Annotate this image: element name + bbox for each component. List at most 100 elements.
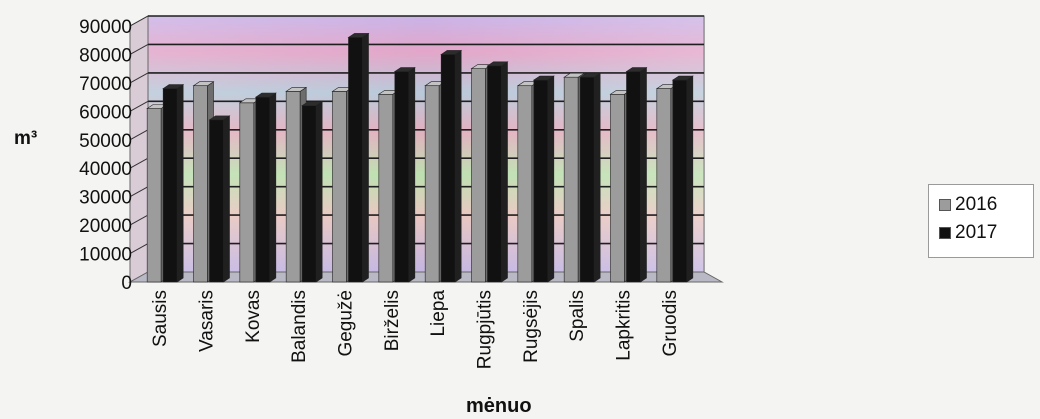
gridline-side	[129, 100, 149, 112]
x-tick-label: Vasaris	[197, 290, 218, 352]
legend-swatch-2017	[939, 227, 951, 239]
bar-2017-Balandis	[301, 101, 324, 283]
legend-item-2016: 2016	[939, 191, 1033, 219]
legend-label-2016: 2016	[955, 194, 998, 215]
bar-front	[332, 91, 347, 283]
bar-front	[563, 76, 579, 283]
bar-side	[547, 75, 555, 283]
bar-top	[208, 115, 231, 121]
bar-top	[563, 72, 586, 78]
bar-front	[239, 102, 255, 283]
bar-2017-Spalis	[579, 72, 602, 283]
bar-front	[301, 105, 317, 283]
bar-front	[348, 37, 363, 283]
x-tick-label: Gegužė	[336, 290, 357, 357]
bar-top	[254, 92, 277, 98]
bar-front	[440, 54, 456, 283]
bar-side	[176, 84, 184, 283]
bar-top	[579, 72, 602, 78]
bar-front	[579, 76, 595, 283]
bar-front	[285, 91, 301, 283]
bar-2017-Kovas	[254, 92, 277, 283]
bar-2017-Vasaris	[208, 115, 231, 283]
bar-side	[640, 66, 647, 283]
gridline-side	[129, 186, 149, 198]
x-tick-label: Gruodis	[660, 290, 681, 357]
y-tick-label: 30000	[79, 188, 132, 209]
bar-front	[424, 85, 440, 283]
bar-top	[393, 67, 416, 72]
bar-front	[517, 85, 533, 283]
bar-front	[487, 65, 502, 283]
bar-top	[486, 61, 509, 67]
bar-2017-Sausis	[162, 84, 185, 283]
bar-2017-Lapkritis	[625, 66, 648, 283]
bar-front	[209, 119, 224, 283]
y-tick-label: 60000	[79, 102, 132, 123]
bar-top	[162, 84, 185, 89]
bar-2017-Rugpjūtis	[486, 61, 509, 283]
x-tick-label: Balandis	[289, 290, 310, 363]
x-tick-label: Kovas	[243, 290, 264, 343]
bar-top	[440, 50, 463, 55]
gridline-side	[129, 129, 149, 141]
bar-front	[378, 93, 394, 283]
legend-swatch-2016	[939, 199, 951, 211]
bar-side	[454, 49, 462, 283]
bar-front	[146, 108, 162, 283]
y-tick-label: 50000	[79, 131, 132, 152]
x-tick-label: Rugpjūtis	[475, 290, 496, 369]
bar-2017-Birželis	[393, 66, 416, 283]
x-tick-label: Liepa	[428, 290, 449, 337]
gridline-side	[129, 72, 149, 84]
y-tick-label: 10000	[79, 245, 132, 266]
y-tick-label: 20000	[79, 216, 132, 237]
y-tick-label: 0	[121, 273, 132, 294]
bar-top	[192, 81, 215, 87]
x-axis-ticks: Sausis Vasaris Kovas Balandis Gegužė Birželis…	[150, 290, 681, 370]
bar-top	[532, 75, 555, 81]
bar-front	[471, 68, 486, 283]
y-axis-ticks: 0 10000 20000 30000 40000 50000 60000 70000 8000…	[79, 17, 132, 294]
bar-front	[533, 79, 549, 283]
bar-side	[686, 75, 694, 283]
bar-front	[255, 96, 271, 283]
gridline-side	[129, 214, 149, 226]
side-wall	[129, 15, 149, 283]
bar-top	[285, 87, 308, 92]
bar-front	[626, 71, 641, 283]
bar-front	[193, 85, 208, 283]
bar-top	[625, 67, 648, 72]
bar-2017-Gegužė	[347, 32, 370, 283]
bar-side	[223, 115, 230, 283]
x-axis-label: mėnuo	[466, 395, 532, 417]
bar-2017-Gruodis	[671, 75, 694, 283]
x-tick-label: Spalis	[567, 290, 588, 342]
legend-label-2017: 2017	[955, 222, 998, 243]
bar-side	[315, 101, 323, 283]
bar-front	[610, 93, 625, 283]
bar-side	[593, 72, 601, 283]
y-tick-label: 70000	[79, 74, 132, 95]
bar-top	[301, 101, 324, 106]
y-tick-label: 40000	[79, 159, 132, 180]
x-tick-label: Sausis	[150, 290, 171, 347]
gridline-side	[129, 44, 149, 55]
bar-side	[362, 32, 369, 283]
x-tick-label: Rugsėjis	[521, 290, 542, 363]
bar-front	[672, 79, 688, 283]
bars	[146, 32, 694, 283]
y-tick-label: 90000	[79, 17, 132, 38]
gridline-side	[129, 15, 149, 27]
y-axis-label: m³	[14, 128, 38, 149]
bar-2017-Liepa	[440, 49, 463, 283]
gridline-side	[129, 243, 149, 254]
bar-side	[269, 92, 277, 283]
bar-top	[347, 33, 370, 38]
bar-side	[501, 61, 508, 283]
legend-item-2017: 2017	[939, 219, 1033, 247]
x-tick-label: Birželis	[382, 290, 403, 351]
bar-side	[408, 66, 416, 283]
y-tick-label: 80000	[79, 45, 132, 66]
